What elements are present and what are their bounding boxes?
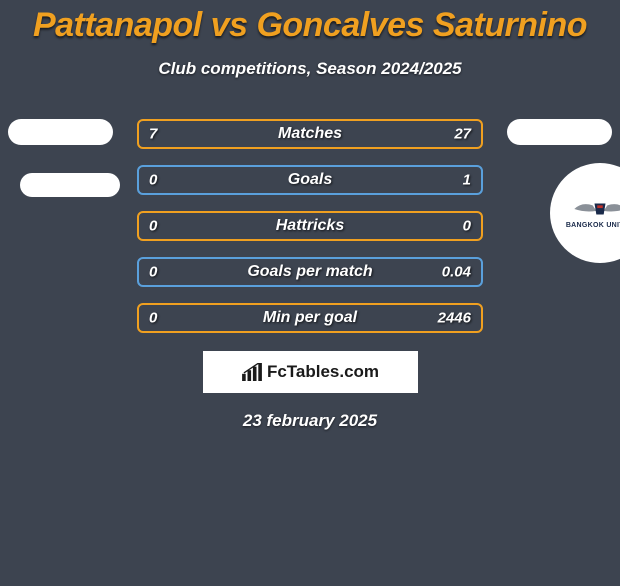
stat-label: Goals per match: [247, 263, 372, 281]
stat-left-value: 0: [149, 264, 157, 281]
stats-area: BANGKOK UNITED 7 Matches 27 0 Goals 1 0 Hattric…: [0, 119, 620, 333]
stat-left-value: 0: [149, 172, 157, 189]
player-left-badge-2: [20, 173, 120, 197]
stat-row: 0 Goals 1: [137, 165, 483, 195]
player-right-badge-club: BANGKOK UNITED: [550, 163, 620, 263]
stat-label: Goals: [288, 171, 332, 189]
stat-label: Matches: [278, 125, 342, 143]
stat-rows: 7 Matches 27 0 Goals 1 0 Hattricks 0 0 Goals per m…: [137, 119, 483, 333]
stat-label: Hattricks: [276, 217, 344, 235]
stat-left-value: 0: [149, 310, 157, 327]
stat-right-value: 0: [463, 218, 471, 235]
stat-left-value: 0: [149, 218, 157, 235]
player-left-badge-1: [8, 119, 113, 145]
stat-row: 0 Hattricks 0: [137, 211, 483, 241]
stat-left-value: 7: [149, 126, 157, 143]
brand-bars-icon: [241, 363, 263, 381]
brand-box: FcTables.com: [203, 351, 418, 393]
stat-label: Min per goal: [263, 309, 357, 327]
stat-right-value: 2446: [438, 310, 471, 327]
stat-right-value: 27: [454, 126, 471, 143]
comparison-title: Pattanapol vs Goncalves Saturnino: [0, 6, 620, 45]
club-wing-icon: [572, 198, 620, 220]
player-right-badge-1: [507, 119, 612, 145]
stat-row: 0 Goals per match 0.04: [137, 257, 483, 287]
club-name: BANGKOK UNITED: [566, 222, 620, 229]
stat-right-value: 0.04: [442, 264, 471, 281]
stat-row: 7 Matches 27: [137, 119, 483, 149]
comparison-date: 23 february 2025: [0, 411, 620, 431]
stat-right-value: 1: [463, 172, 471, 189]
comparison-subtitle: Club competitions, Season 2024/2025: [0, 59, 620, 79]
brand-text: FcTables.com: [267, 362, 379, 382]
stat-row: 0 Min per goal 2446: [137, 303, 483, 333]
